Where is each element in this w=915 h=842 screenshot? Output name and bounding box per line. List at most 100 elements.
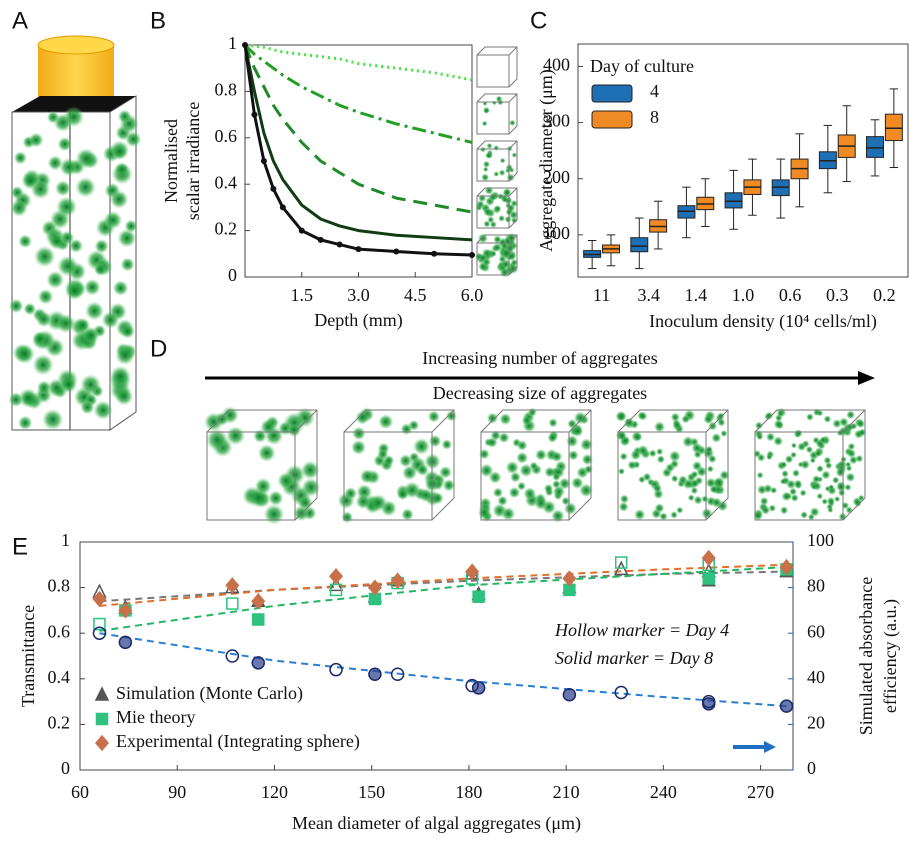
aggregate [18,388,39,408]
y-axis-label: Transmittance [18,605,38,707]
aggregate [780,461,788,469]
aggregate [693,495,703,505]
legend-label: 4 [650,81,659,101]
y-tick-label: 300 [543,111,570,131]
x-axis-label: Mean diameter of algal aggregates (μm) [292,813,581,834]
aggregate [30,179,51,200]
y2-tick-label: 20 [807,713,825,733]
aggregate [821,498,828,505]
y-tick-label: 0.4 [48,667,71,687]
aggregate [483,207,493,217]
aggregate [499,157,506,164]
aggregate [573,411,587,425]
aggregate [125,131,142,148]
aggregate [825,461,833,470]
aggregate [800,459,811,470]
aggregate [400,423,413,436]
aggregate [277,471,295,490]
aggregate [501,506,516,521]
aggregate [773,419,784,430]
aggregate [790,451,797,459]
point [390,667,405,681]
aggregate [523,487,537,501]
x-tick-label: 60 [71,782,89,802]
aggregate [355,493,371,510]
cube-illustration [476,140,518,182]
aggregate [489,220,497,229]
aggregate [115,345,135,366]
aggregate [670,474,679,483]
aggregate [519,463,533,478]
aggregate [114,162,130,177]
point [279,204,286,211]
box [724,192,743,209]
aggregate [42,408,64,431]
aggregate [794,429,803,437]
aggregate [109,365,132,388]
aggregate [511,152,518,158]
aggregate [846,448,857,459]
aggregate [823,415,832,423]
aggregate [401,508,414,521]
point [562,570,577,587]
aggregate [516,440,528,451]
aggregate [509,119,516,127]
x-tick-label: 0.3 [826,285,849,305]
y2-axis-label: Simulated absorbance [856,577,876,735]
aggregate [701,507,713,520]
box [884,113,903,142]
aggregate [493,171,500,177]
aggregate [840,456,847,463]
aggregate [847,442,856,451]
trend-line [99,566,787,632]
aggregate [508,486,521,499]
aggregate [676,506,684,514]
aggregate [705,445,713,454]
point [469,251,475,258]
aggregate [687,494,695,502]
legend-marker [95,712,109,726]
point [118,635,133,650]
aggregate [754,421,764,430]
aggregate [656,448,664,456]
aggregate [710,485,718,493]
point [270,185,277,192]
aggregate [120,257,135,272]
aggregate [37,288,54,305]
point [317,236,324,243]
aggregate [486,142,493,149]
aggregate [497,495,508,507]
aggregate [84,301,105,321]
aggregate [552,485,566,498]
panel-label: D [150,335,167,362]
aggregate [790,442,797,449]
aggregate [478,194,487,203]
aggregate [791,469,801,478]
aggregate [828,484,835,491]
aggregate [482,257,492,267]
aggregate [498,214,506,222]
x-tick-label: 270 [747,782,774,802]
aggregate [398,454,413,468]
aggregate [668,450,681,463]
aggregate [836,429,844,437]
point [368,667,382,681]
aggregate [812,474,821,484]
aggregate [103,210,123,230]
aggregate [552,472,561,482]
aggregate [510,199,518,207]
point [225,649,240,663]
y-tick-label: 0 [228,265,237,285]
point [390,572,405,589]
point [336,241,343,248]
y-tick-label: 0.6 [215,126,238,146]
reactor-illustration [8,35,142,431]
x-tick-label: 120 [261,782,288,802]
y2-axis-label: efficiency (a.u.) [880,599,901,713]
point [471,681,486,695]
aggregate [693,450,702,459]
aggregate [856,419,866,429]
aggregate [427,410,440,423]
point [702,572,715,585]
